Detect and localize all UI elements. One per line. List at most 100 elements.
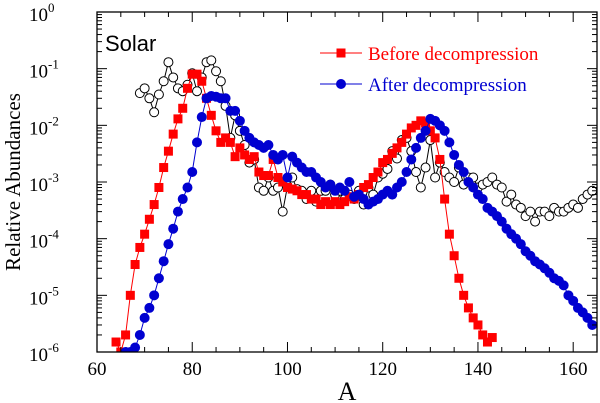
- data-point: [144, 302, 155, 313]
- x-tick-label: 60: [88, 359, 107, 380]
- data-point: [449, 177, 460, 187]
- data-point: [392, 143, 402, 153]
- data-point: [130, 260, 140, 270]
- data-point: [149, 200, 159, 210]
- data-point: [130, 342, 141, 352]
- data-point: [544, 211, 555, 222]
- data-point: [172, 206, 183, 217]
- data-point: [125, 290, 135, 300]
- y-tick-labels: 10-6 10-5 10-4 10-3 10-2 10-1 100: [29, 0, 59, 366]
- legend-marker: [336, 79, 346, 89]
- data-point: [430, 133, 440, 143]
- data-point: [277, 149, 288, 160]
- y-tick-label: 10-3: [29, 170, 59, 196]
- data-point: [240, 150, 250, 160]
- data-point: [297, 190, 307, 200]
- data-point: [406, 123, 416, 133]
- data-point: [153, 89, 164, 100]
- y-tick-label: 10-6: [29, 340, 59, 366]
- data-point: [135, 242, 145, 252]
- data-point: [473, 320, 483, 330]
- data-point: [273, 173, 283, 183]
- data-point: [496, 216, 507, 227]
- data-point: [406, 154, 417, 165]
- data-point: [168, 129, 178, 139]
- data-point: [292, 186, 302, 196]
- data-point: [221, 133, 231, 143]
- data-point: [211, 126, 221, 136]
- y-tick-label: 10-2: [29, 113, 59, 139]
- data-point: [411, 142, 422, 153]
- data-point: [335, 200, 345, 210]
- data-point: [382, 154, 392, 164]
- data-point: [340, 197, 350, 207]
- data-point: [487, 172, 498, 183]
- data-point: [439, 125, 450, 136]
- data-point: [515, 239, 526, 250]
- data-point: [515, 202, 526, 213]
- data-point: [163, 239, 174, 250]
- data-point: [568, 295, 579, 306]
- x-tick-label: 80: [183, 359, 202, 380]
- data-point: [402, 129, 412, 139]
- data-point: [144, 214, 154, 224]
- legend-label: Before decompression: [368, 44, 539, 65]
- data-point: [153, 273, 164, 284]
- data-point: [487, 333, 497, 343]
- data-point: [378, 158, 388, 168]
- data-point: [435, 154, 445, 164]
- legend-marker: [336, 48, 346, 58]
- data-point: [139, 83, 150, 94]
- series-1: [111, 69, 497, 352]
- data-point: [258, 185, 269, 196]
- data-point: [501, 196, 512, 207]
- data-point: [482, 337, 492, 347]
- data-point: [192, 86, 202, 97]
- data-point: [506, 189, 517, 200]
- data-point: [453, 159, 464, 170]
- data-point: [282, 182, 292, 192]
- data-point: [239, 125, 250, 136]
- data-point: [373, 167, 383, 177]
- data-point: [477, 194, 488, 205]
- x-axis-title: A: [338, 377, 357, 403]
- data-point: [259, 171, 269, 181]
- x-tick-label: 160: [559, 359, 588, 380]
- data-point: [468, 313, 478, 323]
- data-point: [235, 143, 245, 153]
- data-point: [582, 312, 593, 323]
- data-point: [558, 280, 569, 291]
- data-point: [415, 182, 426, 193]
- panel-annotation: Solar: [105, 31, 156, 56]
- data-point: [187, 69, 197, 79]
- data-point: [387, 148, 397, 158]
- data-point: [525, 206, 536, 217]
- data-point: [121, 330, 131, 340]
- data-point: [192, 137, 202, 148]
- data-point: [168, 223, 179, 234]
- data-point: [387, 189, 398, 200]
- data-point: [325, 200, 335, 210]
- data-point: [411, 120, 421, 130]
- data-point: [363, 180, 373, 190]
- data-point: [463, 303, 473, 313]
- data-point: [277, 206, 288, 217]
- data-point: [458, 167, 469, 178]
- data-point: [244, 154, 254, 164]
- data-point: [149, 107, 160, 118]
- data-point: [144, 93, 155, 104]
- data-point: [420, 162, 431, 173]
- data-point: [359, 182, 369, 192]
- legend-label: After decompression: [368, 75, 527, 96]
- y-tick-label: 100: [29, 0, 55, 26]
- data-point: [444, 229, 454, 239]
- data-point: [302, 190, 312, 200]
- data-point: [149, 290, 160, 301]
- data-point: [178, 103, 188, 113]
- data-point: [182, 182, 193, 193]
- data-point: [140, 229, 150, 239]
- data-point: [496, 182, 507, 193]
- data-point: [254, 167, 264, 177]
- data-point: [444, 137, 455, 148]
